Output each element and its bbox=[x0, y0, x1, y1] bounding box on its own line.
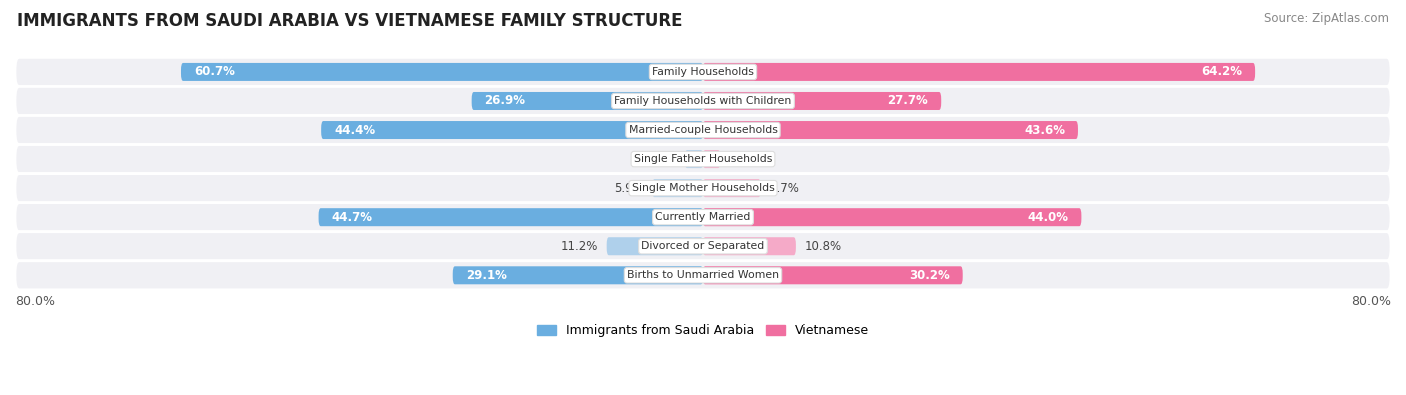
Text: 44.4%: 44.4% bbox=[335, 124, 375, 137]
Text: 29.1%: 29.1% bbox=[465, 269, 506, 282]
FancyBboxPatch shape bbox=[15, 261, 1391, 290]
Text: 11.2%: 11.2% bbox=[561, 240, 598, 253]
FancyBboxPatch shape bbox=[703, 63, 1256, 81]
FancyBboxPatch shape bbox=[15, 115, 1391, 145]
FancyBboxPatch shape bbox=[703, 121, 1078, 139]
Text: 6.7%: 6.7% bbox=[769, 182, 799, 195]
FancyBboxPatch shape bbox=[15, 87, 1391, 115]
Text: 80.0%: 80.0% bbox=[1351, 295, 1391, 308]
Text: 60.7%: 60.7% bbox=[194, 66, 235, 79]
FancyBboxPatch shape bbox=[703, 266, 963, 284]
Text: 44.7%: 44.7% bbox=[332, 211, 373, 224]
Text: Divorced or Separated: Divorced or Separated bbox=[641, 241, 765, 251]
FancyBboxPatch shape bbox=[321, 121, 703, 139]
Text: 10.8%: 10.8% bbox=[804, 240, 842, 253]
Text: 44.0%: 44.0% bbox=[1028, 211, 1069, 224]
Text: IMMIGRANTS FROM SAUDI ARABIA VS VIETNAMESE FAMILY STRUCTURE: IMMIGRANTS FROM SAUDI ARABIA VS VIETNAME… bbox=[17, 12, 682, 30]
Text: 27.7%: 27.7% bbox=[887, 94, 928, 107]
FancyBboxPatch shape bbox=[703, 237, 796, 255]
Text: 30.2%: 30.2% bbox=[910, 269, 950, 282]
Text: Family Households with Children: Family Households with Children bbox=[614, 96, 792, 106]
Text: Source: ZipAtlas.com: Source: ZipAtlas.com bbox=[1264, 12, 1389, 25]
FancyBboxPatch shape bbox=[685, 150, 703, 168]
FancyBboxPatch shape bbox=[15, 145, 1391, 174]
Legend: Immigrants from Saudi Arabia, Vietnamese: Immigrants from Saudi Arabia, Vietnamese bbox=[531, 320, 875, 342]
Text: 80.0%: 80.0% bbox=[15, 295, 55, 308]
FancyBboxPatch shape bbox=[15, 57, 1391, 87]
Text: Single Mother Households: Single Mother Households bbox=[631, 183, 775, 193]
Text: 2.1%: 2.1% bbox=[647, 152, 676, 166]
FancyBboxPatch shape bbox=[319, 208, 703, 226]
Text: Births to Unmarried Women: Births to Unmarried Women bbox=[627, 270, 779, 280]
FancyBboxPatch shape bbox=[703, 150, 720, 168]
Text: Currently Married: Currently Married bbox=[655, 212, 751, 222]
FancyBboxPatch shape bbox=[181, 63, 703, 81]
FancyBboxPatch shape bbox=[471, 92, 703, 110]
Text: Married-couple Households: Married-couple Households bbox=[628, 125, 778, 135]
Text: Family Households: Family Households bbox=[652, 67, 754, 77]
FancyBboxPatch shape bbox=[15, 174, 1391, 203]
FancyBboxPatch shape bbox=[703, 208, 1081, 226]
FancyBboxPatch shape bbox=[703, 92, 941, 110]
FancyBboxPatch shape bbox=[15, 232, 1391, 261]
Text: Single Father Households: Single Father Households bbox=[634, 154, 772, 164]
FancyBboxPatch shape bbox=[453, 266, 703, 284]
Text: 2.0%: 2.0% bbox=[728, 152, 759, 166]
FancyBboxPatch shape bbox=[15, 203, 1391, 232]
Text: 64.2%: 64.2% bbox=[1201, 66, 1243, 79]
FancyBboxPatch shape bbox=[606, 237, 703, 255]
FancyBboxPatch shape bbox=[652, 179, 703, 197]
FancyBboxPatch shape bbox=[703, 179, 761, 197]
Text: 5.9%: 5.9% bbox=[614, 182, 644, 195]
Text: 43.6%: 43.6% bbox=[1024, 124, 1066, 137]
Text: 26.9%: 26.9% bbox=[485, 94, 526, 107]
